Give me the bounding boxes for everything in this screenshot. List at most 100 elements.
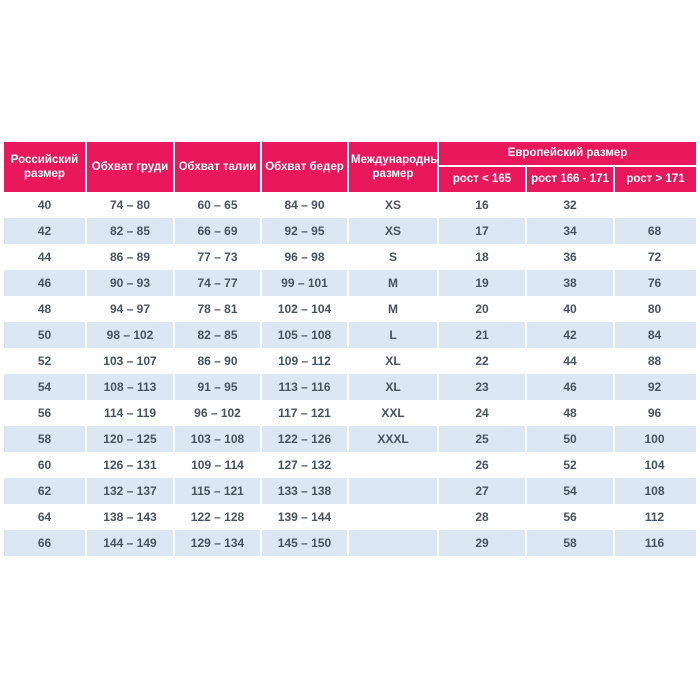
table-cell: 20 [439,296,527,322]
table-cell: 52 [4,348,87,374]
table-cell: 34 [527,218,615,244]
table-row: 44 86 – 89 77 – 73 96 – 98 S 18 36 72 [4,244,696,270]
table-cell: 108 – 113 [87,374,175,400]
table-cell: 82 – 85 [175,322,262,348]
table-cell: 48 [4,296,87,322]
table-cell: 21 [439,322,527,348]
table-cell: 27 [439,478,527,504]
table-cell: 40 [527,296,615,322]
table-cell: 129 – 134 [175,530,262,556]
table-cell: 42 [4,218,87,244]
table-cell: 32 [527,192,615,218]
size-table-body: 40 74 – 80 60 – 65 84 – 90 XS 16 32 42 82 – 85 66… [4,192,696,556]
table-cell: 122 – 126 [262,426,349,452]
table-cell: 40 [4,192,87,218]
table-cell: 92 – 95 [262,218,349,244]
header-russian-size: Российский размер [4,142,87,192]
table-cell: 133 – 138 [262,478,349,504]
table-cell: 103 – 108 [175,426,262,452]
table-cell: 132 – 137 [87,478,175,504]
table-cell: 66 – 69 [175,218,262,244]
table-cell: 25 [439,426,527,452]
table-row: 40 74 – 80 60 – 65 84 – 90 XS 16 32 [4,192,696,218]
table-row: 42 82 – 85 66 – 69 92 – 95 XS 17 34 68 [4,218,696,244]
table-cell: M [349,296,439,322]
header-hips: Обхват бедер [262,142,349,192]
table-cell: L [349,322,439,348]
table-cell: 109 – 112 [262,348,349,374]
table-cell: 99 – 101 [262,270,349,296]
table-cell: 72 [647,250,662,264]
table-cell: 22 [439,348,527,374]
table-cell: XXXL [349,426,439,452]
table-cell: 138 – 143 [87,504,175,530]
header-european-size-group: Европейский размер [439,142,696,167]
table-cell: 52 [527,452,615,478]
table-row: 56 114 – 119 96 – 102 117 – 121 XXL 24 48 96 [4,400,696,426]
table-cell: 48 [527,400,615,426]
table-row: 46 90 – 93 74 – 77 99 – 101 M 19 38 76 [4,270,696,296]
table-cell: 17 [439,218,527,244]
table-row: 54 108 – 113 91 – 95 113 – 116 XL 23 46 92 [4,374,696,400]
table-cell: 23 [439,374,527,400]
table-cell: 84 – 90 [262,192,349,218]
table-cell: 113 – 116 [262,374,349,400]
table-cell: 24 [439,400,527,426]
table-cell: 74 – 77 [175,270,262,296]
table-cell: 77 – 73 [175,244,262,270]
table-cell: 82 – 85 [87,218,175,244]
table-cell: 88 [647,354,662,368]
table-row: 58 120 – 125 103 – 108 122 – 126 XXXL 25 50 100 [4,426,696,452]
table-cell: 26 [439,452,527,478]
table-cell: 86 – 89 [87,244,175,270]
table-cell: 58 [4,426,87,452]
table-cell: 92 [647,380,662,394]
table-cell: 38 [527,270,615,296]
header-row-heights: рост < 165 рост 166 - 171 рост > 171 [4,167,696,192]
table-cell: 127 – 132 [262,452,349,478]
table-row: 64 138 – 143 122 – 128 139 – 144 28 56 112 [4,504,696,530]
table-cell: 100 [644,432,665,446]
table-cell: 144 – 149 [87,530,175,556]
table-cell [615,192,696,218]
table-cell: 120 – 125 [87,426,175,452]
header-height-under-165: рост < 165 [439,167,527,192]
table-row: 50 98 – 102 82 – 85 105 – 108 L 21 42 84 [4,322,696,348]
table-cell: 109 – 114 [175,452,262,478]
table-row: 62 132 – 137 115 – 121 133 – 138 27 54 108 [4,478,696,504]
table-cell: 58 [527,530,615,556]
table-cell: 64 [4,504,87,530]
table-cell: 145 – 150 [262,530,349,556]
header-height-166-171: рост 166 - 171 [527,167,615,192]
table-cell: 62 [4,478,87,504]
table-cell: 36 [527,244,615,270]
table-cell: 108 [644,484,665,498]
table-cell: 115 – 121 [175,478,262,504]
table-cell: XL [349,348,439,374]
table-cell: 96 – 98 [262,244,349,270]
table-cell: XS [349,218,439,244]
table-cell: XS [349,192,439,218]
table-cell: 56 [4,400,87,426]
table-cell: 50 [527,426,615,452]
table-cell: 29 [439,530,527,556]
table-cell: M [349,270,439,296]
table-cell: 94 – 97 [87,296,175,322]
table-cell [349,452,439,478]
table-row: 66 144 – 149 129 – 134 145 – 150 29 58 116 [4,530,696,556]
table-cell: 44 [4,244,87,270]
table-cell: 44 [527,348,615,374]
table-cell: XL [349,374,439,400]
table-cell: 96 – 102 [175,400,262,426]
table-cell: 60 [4,452,87,478]
table-cell [349,504,439,530]
table-cell: 46 [527,374,615,400]
table-cell: 90 – 93 [87,270,175,296]
table-cell: 76 [647,276,662,290]
table-cell: S [349,244,439,270]
table-cell: 18 [439,244,527,270]
table-cell: 54 [4,374,87,400]
header-chest: Обхват груди [87,142,175,192]
table-cell: XXL [349,400,439,426]
